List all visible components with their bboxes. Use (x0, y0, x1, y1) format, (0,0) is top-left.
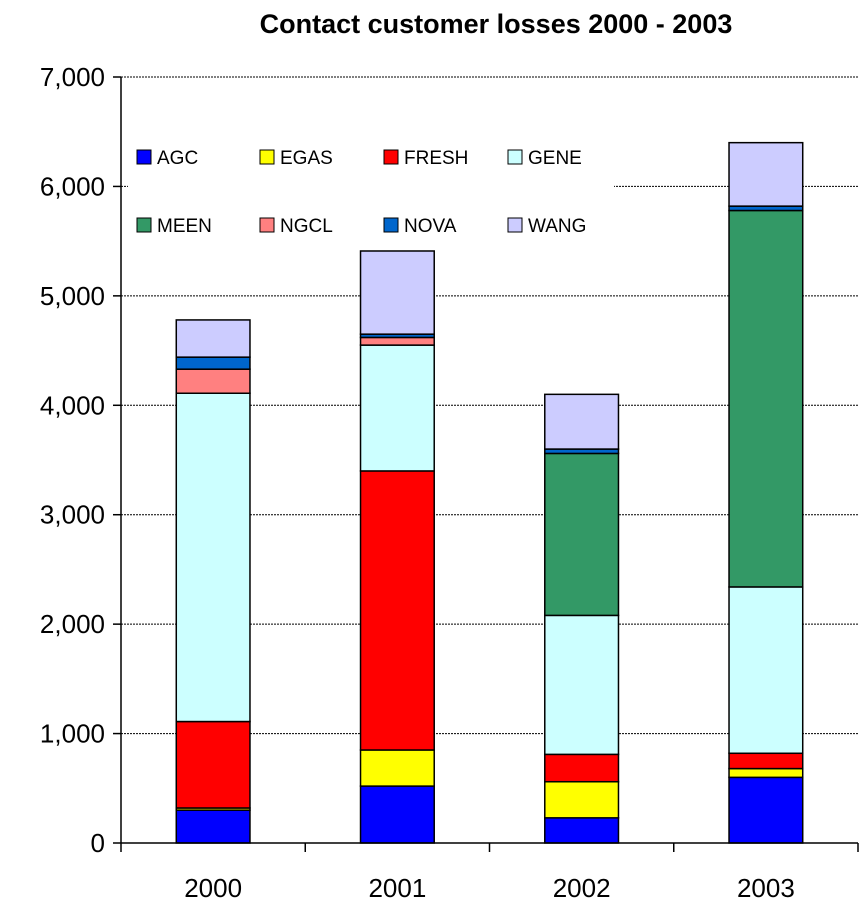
legend-label-gene: GENE (528, 148, 582, 169)
x-tick-label: 2001 (368, 873, 426, 903)
y-tick-label: 1,000 (40, 719, 105, 749)
legend-label-fresh: FRESH (404, 148, 468, 169)
legend-label-egas: EGAS (280, 148, 333, 169)
x-tick-label: 2000 (184, 873, 242, 903)
legend-swatch-gene (507, 149, 523, 165)
legend-label-meen: MEEN (157, 216, 212, 237)
bar-segment-gene-2000 (175, 392, 251, 723)
bar-segment-nova-2000 (175, 356, 251, 370)
legend-swatch-ngcl (259, 217, 275, 233)
legend: AGC EGAS FRESH GENE MEEN NGCL NOVA WANG (128, 130, 614, 246)
bar-segment-wang-2002 (544, 393, 620, 450)
y-tick-label: 3,000 (40, 500, 105, 530)
bar-segment-fresh-2003 (728, 752, 804, 770)
bar-segment-agc-2001 (359, 785, 435, 844)
bar-segment-ngcl-2001 (359, 336, 435, 346)
bar-segment-agc-2003 (728, 776, 804, 844)
legend-swatch-fresh (383, 149, 399, 165)
bar-segment-gene-2001 (359, 344, 435, 472)
legend-label-agc: AGC (157, 148, 198, 169)
bar-segment-agc-2000 (175, 809, 251, 844)
bar-segment-ngcl-2000 (175, 368, 251, 394)
bar-segment-egas-2003 (728, 767, 804, 779)
bar-segment-egas-2001 (359, 749, 435, 787)
legend-label-ngcl: NGCL (280, 216, 333, 237)
legend-swatch-meen (136, 217, 152, 233)
legend-swatch-egas (259, 149, 275, 165)
bar-segment-gene-2003 (728, 586, 804, 755)
bar-segment-wang-2003 (728, 141, 804, 207)
x-tick-label: 2002 (553, 873, 611, 903)
legend-background (128, 130, 614, 246)
y-tick-label: 4,000 (40, 390, 105, 420)
legend-label-wang: WANG (528, 216, 586, 237)
legend-swatch-nova (383, 217, 399, 233)
bar-segment-egas-2002 (544, 780, 620, 819)
bar-segment-fresh-2000 (175, 720, 251, 809)
legend-swatch-wang (507, 217, 523, 233)
bar-segment-fresh-2002 (544, 753, 620, 783)
y-tick-label: 2,000 (40, 609, 105, 639)
bar-segment-gene-2002 (544, 614, 620, 756)
bar-segment-meen-2002 (544, 452, 620, 617)
y-tick-label: 7,000 (40, 62, 105, 92)
bar-segment-wang-2001 (359, 250, 435, 335)
y-tick-label: 0 (91, 828, 105, 858)
bar-segment-agc-2002 (544, 817, 620, 844)
bar-segment-meen-2003 (728, 209, 804, 588)
axes: 0 1,000 2,000 3,000 4,000 5,000 6,000 7,000 2000… (40, 62, 859, 903)
bars (175, 141, 804, 844)
bar-segment-fresh-2001 (359, 470, 435, 751)
legend-swatch-agc (136, 149, 152, 165)
y-tick-label: 5,000 (40, 281, 105, 311)
bar-segment-wang-2000 (175, 319, 251, 358)
chart-title: Contact customer losses 2000 - 2003 (260, 9, 733, 39)
x-tick-label: 2003 (737, 873, 795, 903)
y-tick-label: 6,000 (40, 171, 105, 201)
legend-label-nova: NOVA (404, 216, 457, 237)
